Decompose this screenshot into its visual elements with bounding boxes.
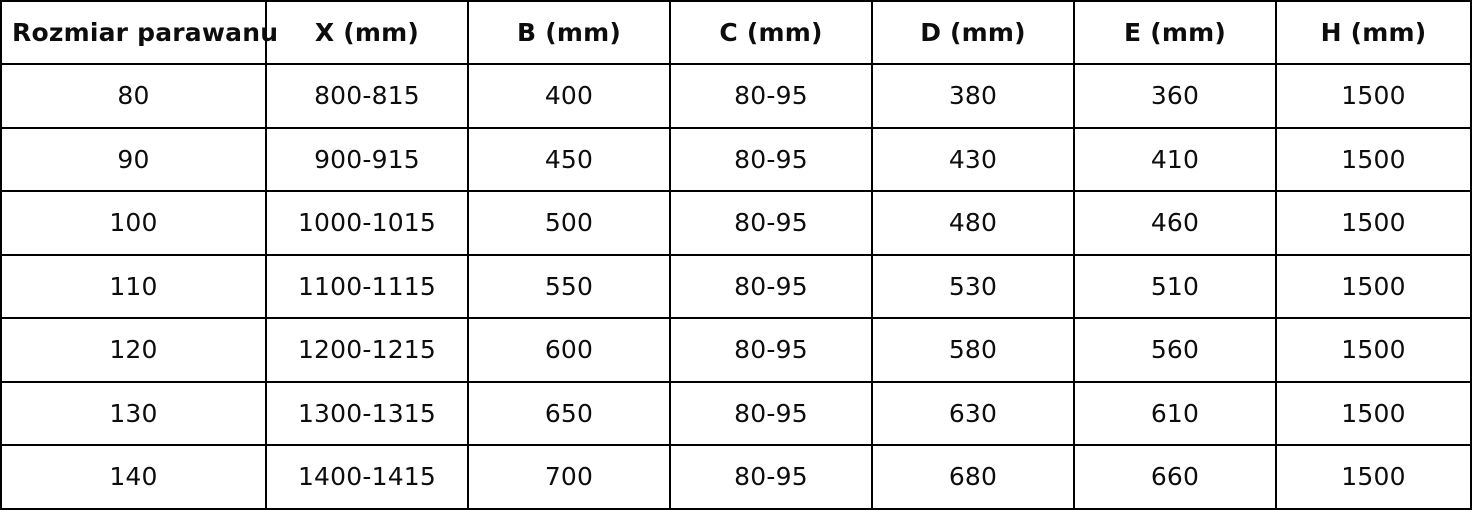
column-header-b: B (mm)	[467, 0, 671, 65]
table-header-row: Rozmiar parawanu X (mm) B (mm) C (mm) D …	[0, 0, 1472, 65]
cell-c: 80-95	[669, 317, 873, 383]
cell-x: 1400-1415	[265, 444, 469, 510]
cell-size: 130	[0, 380, 267, 447]
table-row: 110 1100-1115 550 80-95 530 510 1500	[0, 253, 1472, 320]
column-header-c: C (mm)	[669, 0, 873, 65]
cell-h: 1500	[1275, 253, 1472, 320]
cell-h: 1500	[1275, 63, 1472, 129]
cell-c: 80-95	[669, 126, 873, 193]
table-row: 130 1300-1315 650 80-95 630 610 1500	[0, 380, 1472, 447]
cell-h: 1500	[1275, 380, 1472, 447]
cell-b: 450	[467, 126, 671, 193]
cell-size: 110	[0, 253, 267, 320]
cell-b: 700	[467, 444, 671, 510]
cell-c: 80-95	[669, 380, 873, 447]
column-header-d: D (mm)	[871, 0, 1075, 65]
cell-h: 1500	[1275, 126, 1472, 193]
cell-b: 600	[467, 317, 671, 383]
cell-d: 680	[871, 444, 1075, 510]
column-header-h: H (mm)	[1275, 0, 1472, 65]
cell-d: 580	[871, 317, 1075, 383]
cell-e: 510	[1073, 253, 1277, 320]
cell-x: 1300-1315	[265, 380, 469, 447]
cell-size: 120	[0, 317, 267, 383]
cell-d: 480	[871, 190, 1075, 256]
cell-c: 80-95	[669, 253, 873, 320]
cell-e: 460	[1073, 190, 1277, 256]
cell-h: 1500	[1275, 317, 1472, 383]
cell-b: 550	[467, 253, 671, 320]
cell-size: 80	[0, 63, 267, 129]
cell-size: 100	[0, 190, 267, 256]
cell-d: 530	[871, 253, 1075, 320]
column-header-size: Rozmiar parawanu	[0, 0, 278, 65]
cell-x: 1000-1015	[265, 190, 469, 256]
table-row: 80 800-815 400 80-95 380 360 1500	[0, 63, 1472, 129]
cell-h: 1500	[1275, 190, 1472, 256]
cell-x: 1200-1215	[265, 317, 469, 383]
cell-x: 900-915	[265, 126, 469, 193]
cell-b: 500	[467, 190, 671, 256]
cell-size: 140	[0, 444, 267, 510]
cell-e: 610	[1073, 380, 1277, 447]
column-header-e: E (mm)	[1073, 0, 1277, 65]
table-body: 80 800-815 400 80-95 380 360 1500 90 900…	[0, 63, 1472, 510]
cell-b: 650	[467, 380, 671, 447]
cell-c: 80-95	[669, 444, 873, 510]
table-row: 120 1200-1215 600 80-95 580 560 1500	[0, 317, 1472, 383]
cell-x: 1100-1115	[265, 253, 469, 320]
column-header-x: X (mm)	[265, 0, 469, 65]
cell-d: 630	[871, 380, 1075, 447]
cell-size: 90	[0, 126, 267, 193]
cell-d: 380	[871, 63, 1075, 129]
cell-x: 800-815	[265, 63, 469, 129]
table-row: 100 1000-1015 500 80-95 480 460 1500	[0, 190, 1472, 256]
cell-e: 360	[1073, 63, 1277, 129]
cell-c: 80-95	[669, 190, 873, 256]
cell-h: 1500	[1275, 444, 1472, 510]
cell-b: 400	[467, 63, 671, 129]
table-row: 90 900-915 450 80-95 430 410 1500	[0, 126, 1472, 193]
table-header: Rozmiar parawanu X (mm) B (mm) C (mm) D …	[0, 0, 1472, 65]
cell-d: 430	[871, 126, 1075, 193]
cell-e: 410	[1073, 126, 1277, 193]
cell-e: 560	[1073, 317, 1277, 383]
cell-e: 660	[1073, 444, 1277, 510]
cell-c: 80-95	[669, 63, 873, 129]
table-row: 140 1400-1415 700 80-95 680 660 1500	[0, 444, 1472, 510]
